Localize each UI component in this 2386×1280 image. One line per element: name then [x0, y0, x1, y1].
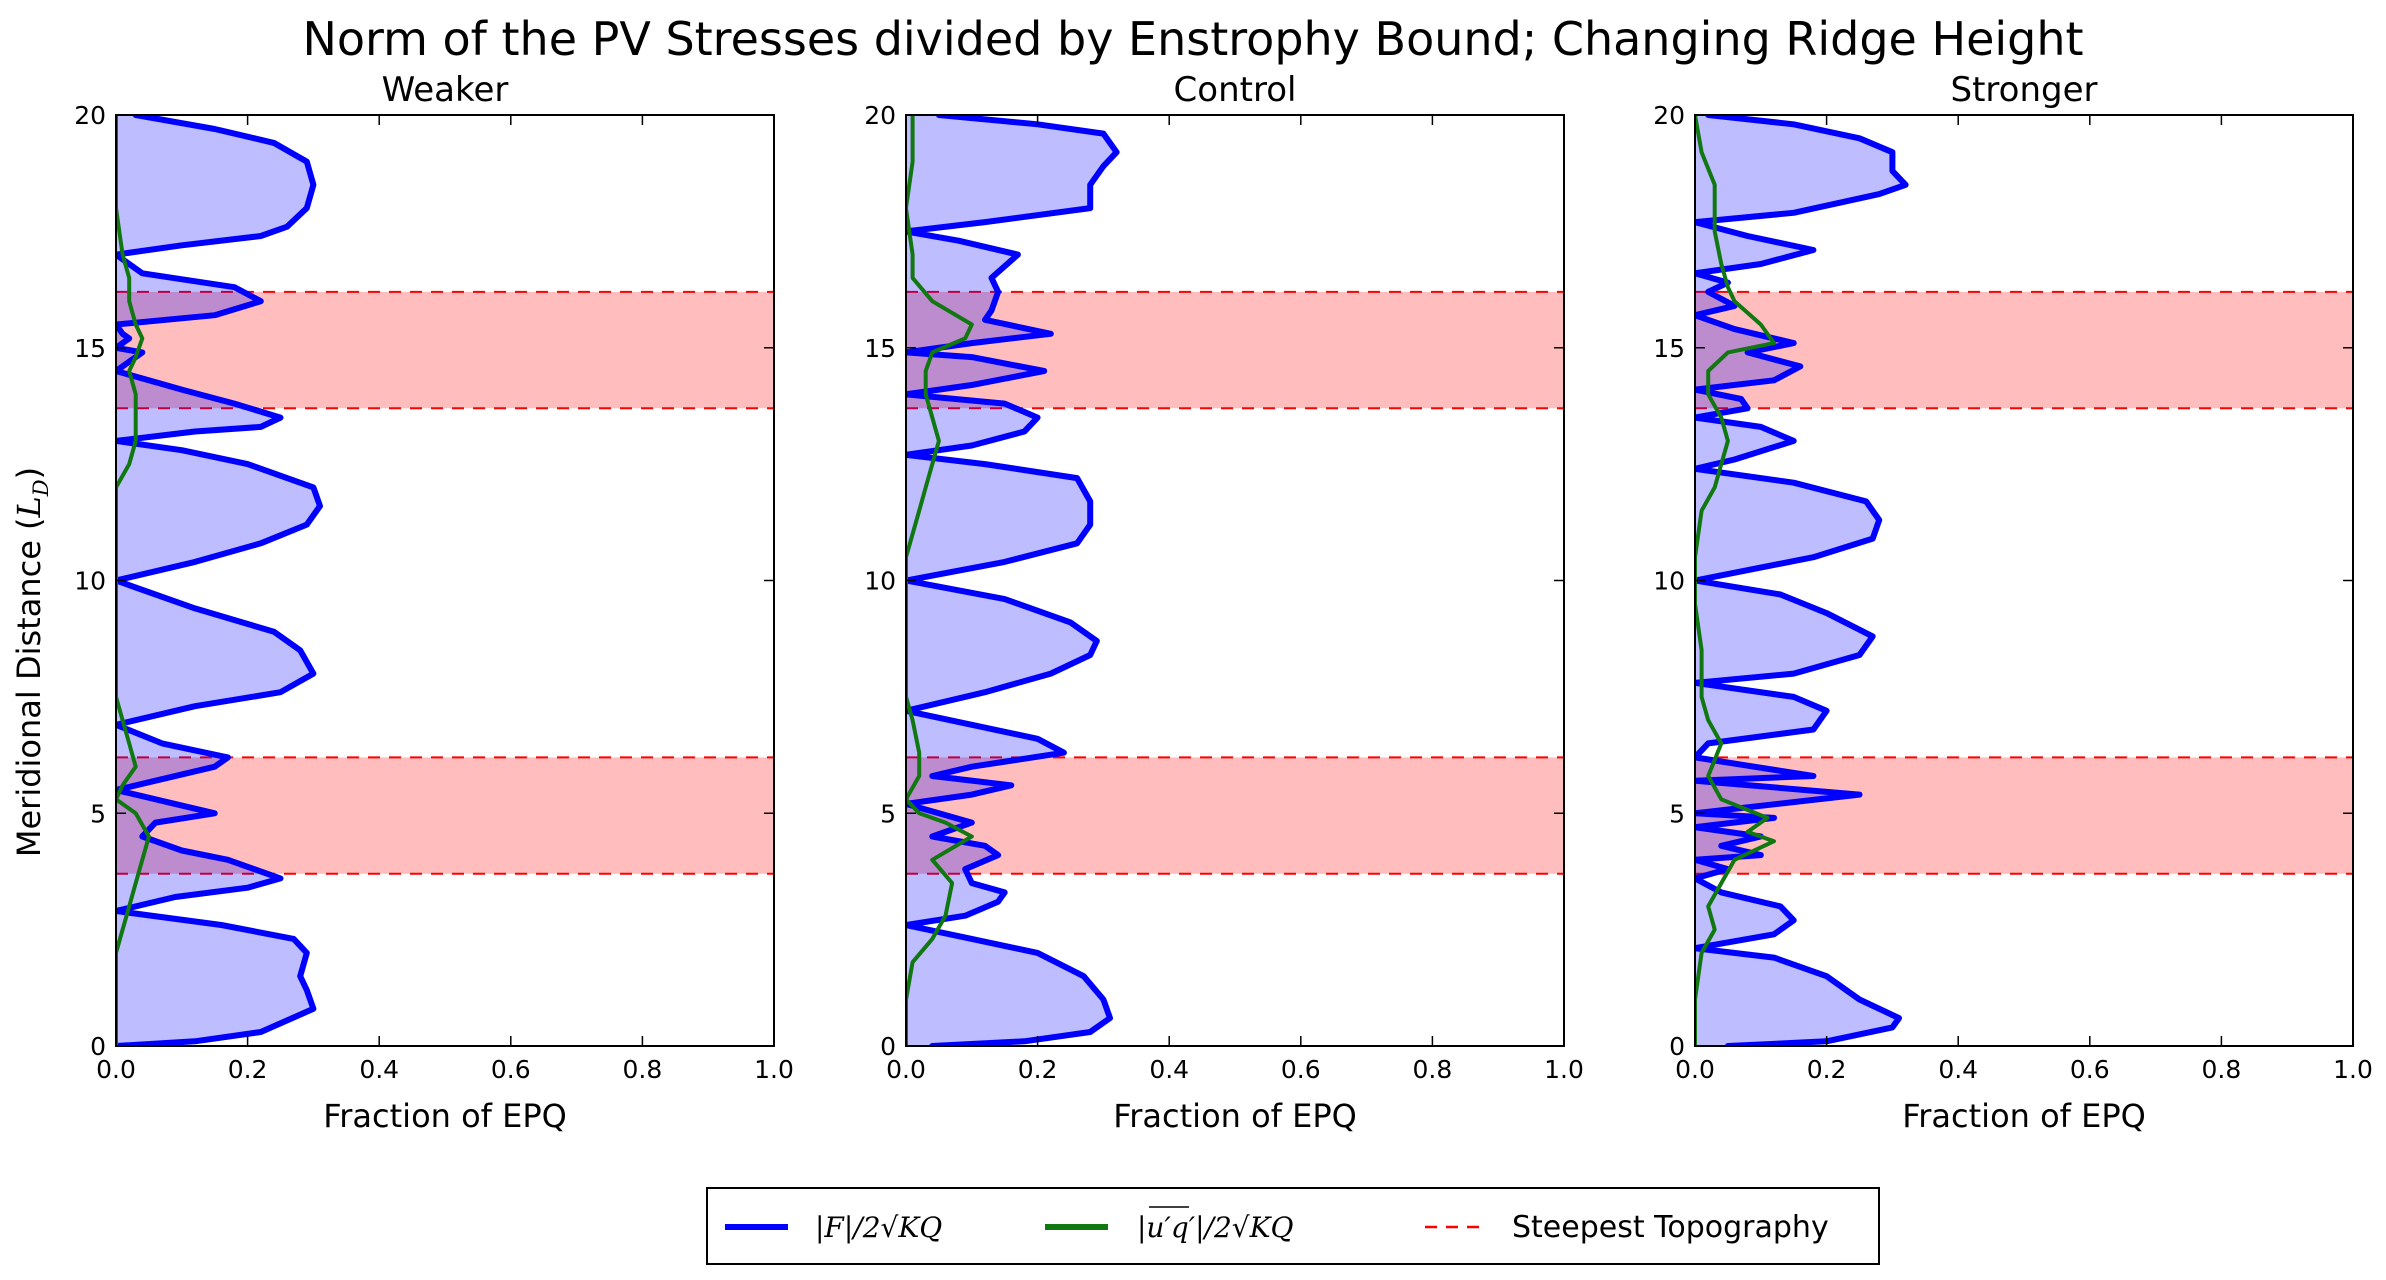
x-tick-label: 1.0: [2333, 1055, 2373, 1084]
figure-title: Norm of the PV Stresses divided by Enstr…: [302, 12, 2083, 66]
F-norm-line: [116, 115, 323, 1046]
x-axis-label: Fraction of EPQ: [1902, 1097, 2146, 1135]
y-tick-label: 10: [74, 567, 106, 596]
x-tick-label: 0.4: [1149, 1055, 1189, 1084]
legend-item-3: Steepest Topography: [1425, 1210, 1829, 1245]
y-tick-label: 5: [880, 799, 896, 828]
legend-label: |u′q′|/2√KQ: [1137, 1211, 1294, 1244]
panel-title: Control: [1174, 70, 1297, 110]
y-tick-label: 10: [864, 567, 896, 596]
uq-norm-line: [906, 115, 974, 1046]
topography-band: [116, 757, 774, 874]
chart-panel-3: 0.0 0.2 0.4 0.6 0.8 1.0 0 5 10 15 20 Stronger Fracti…: [1653, 70, 2373, 1135]
y-tick-label: 5: [1669, 799, 1685, 828]
legend-label: Steepest Topography: [1512, 1210, 1829, 1245]
x-tick-label: 0.4: [1938, 1055, 1978, 1084]
y-tick-label: 0: [90, 1032, 106, 1061]
y-tick-label: 0: [880, 1032, 896, 1061]
y-tick-label: 10: [1653, 567, 1685, 596]
legend-item-2: |u′q′|/2√KQ: [1045, 1206, 1294, 1244]
plot-area: [906, 115, 1564, 1046]
F-norm-line: [906, 115, 1120, 1046]
x-tick-label: 0.6: [2070, 1055, 2110, 1084]
x-tick-label: 0.8: [2202, 1055, 2242, 1084]
x-tick-label: 0.6: [491, 1055, 531, 1084]
topography-band: [906, 291, 1564, 409]
chart-panel-1: 0.0 0.2 0.4 0.6 0.8 1.0 0 5 10 15 20 Weaker Fraction…: [74, 70, 794, 1135]
legend: |F|/2√KQ |u′q′|/2√KQ Steepest Topography: [706, 1187, 1880, 1265]
x-tick-label: 0.0: [96, 1055, 136, 1084]
y-tick-label: 15: [1653, 334, 1685, 363]
topography-band: [1695, 291, 2353, 409]
panel-title: Stronger: [1951, 70, 2098, 110]
y-tick-label: 0: [1669, 1032, 1685, 1061]
x-tick-label: 0.2: [228, 1055, 268, 1084]
x-tick-label: 0.2: [1807, 1055, 1847, 1084]
y-tick-label: 15: [864, 334, 896, 363]
y-axis-label: Meridional Distance (LD): [10, 467, 53, 857]
plot-area: [116, 115, 774, 1046]
uq-norm-line: [1695, 115, 1776, 1046]
legend-box: [706, 1187, 1880, 1265]
topography-band: [906, 757, 1564, 874]
panel-title: Weaker: [382, 70, 509, 110]
x-tick-label: 0.8: [623, 1055, 663, 1084]
x-tick-label: 0.2: [1018, 1055, 1058, 1084]
plot-area: [1695, 115, 2353, 1046]
y-tick-label: 20: [74, 101, 106, 130]
x-tick-label: 0.0: [1675, 1055, 1715, 1084]
y-tick-label: 5: [90, 799, 106, 828]
x-axis-label: Fraction of EPQ: [1113, 1097, 1357, 1135]
x-tick-label: 1.0: [1544, 1055, 1584, 1084]
legend-item-1: |F|/2√KQ: [725, 1211, 942, 1244]
panels: 0.0 0.2 0.4 0.6 0.8 1.0 0 5 10 15 20 Weaker Fraction…: [74, 70, 2373, 1135]
x-tick-label: 0.8: [1413, 1055, 1453, 1084]
x-axis-label: Fraction of EPQ: [323, 1097, 567, 1135]
x-tick-label: 0.6: [1281, 1055, 1321, 1084]
F-norm-area: [116, 115, 320, 1046]
uq-norm-line: [116, 115, 151, 1046]
y-tick-label: 20: [864, 101, 896, 130]
F-norm-line: [1695, 115, 1909, 1046]
x-tick-label: 0.0: [886, 1055, 926, 1084]
chart-panel-2: 0.0 0.2 0.4 0.6 0.8 1.0 0 5 10 15 20 Control Fractio…: [864, 70, 1584, 1135]
y-tick-label: 20: [1653, 101, 1685, 130]
x-tick-label: 1.0: [754, 1055, 794, 1084]
y-tick-label: 15: [74, 334, 106, 363]
x-tick-label: 0.4: [359, 1055, 399, 1084]
F-norm-area: [906, 115, 1117, 1046]
legend-label: |F|/2√KQ: [815, 1211, 942, 1244]
